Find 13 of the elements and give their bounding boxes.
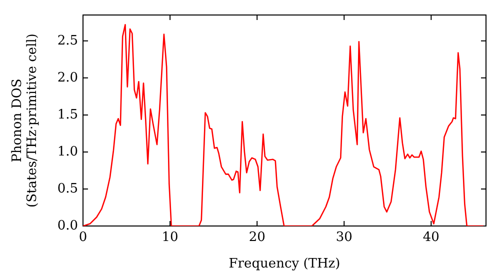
x-tick-label: 40 <box>422 230 440 246</box>
x-tick-label: 0 <box>78 230 88 246</box>
y-tick-label: 1.5 <box>57 107 78 122</box>
y-tick-label: 0.5 <box>57 181 78 196</box>
y-tick-label: 1.0 <box>57 144 78 160</box>
x-axis-title: Frequency (THz) <box>228 256 340 272</box>
y-tick-label: 2.0 <box>57 70 78 86</box>
y-axis-title: Phonon DOS (States/THz·primitive cell) <box>10 33 40 208</box>
y-tick-label: 2.5 <box>57 33 78 48</box>
y-tick-label: 0.0 <box>57 218 78 234</box>
x-tick-label: 20 <box>248 230 266 246</box>
x-tick-label: 30 <box>336 230 352 246</box>
x-tick-label: 10 <box>162 230 178 246</box>
